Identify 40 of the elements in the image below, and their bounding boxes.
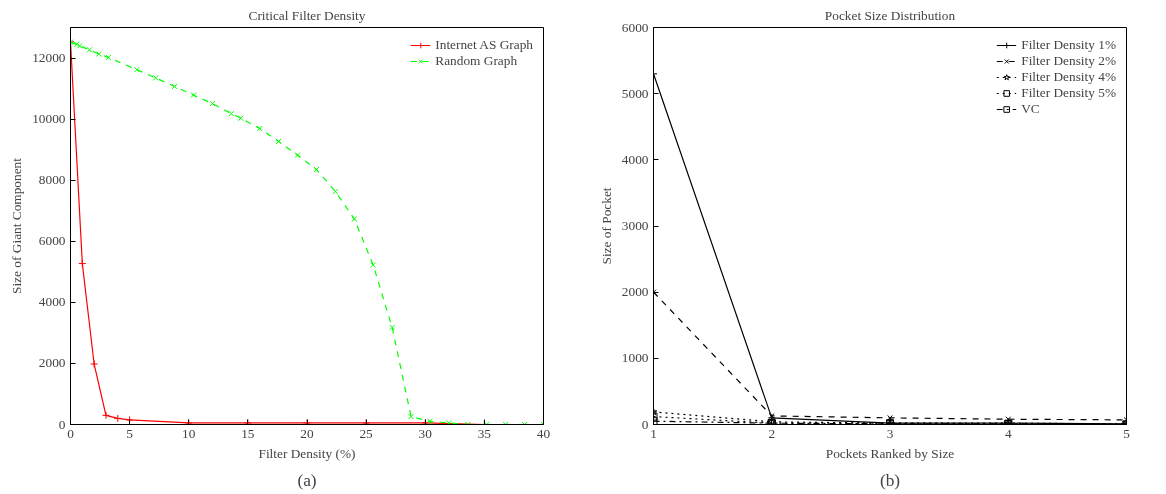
y-tick-label: 2000 bbox=[38, 355, 66, 371]
legend-label: Random Graph bbox=[435, 53, 518, 69]
x-tick-label: 4 bbox=[1004, 425, 1012, 441]
x-tick-label: 5 bbox=[1123, 425, 1131, 441]
y-tick-label: 12000 bbox=[32, 50, 66, 66]
text: (b) bbox=[879, 470, 901, 490]
x-tick-label: 40 bbox=[536, 425, 551, 441]
legend-label: Filter Density 4% bbox=[1021, 69, 1116, 85]
y-axis-title: Size of Giant Component bbox=[9, 157, 25, 294]
x-tick-label: 3 bbox=[886, 425, 894, 441]
legend-label: Filter Density 2% bbox=[1021, 53, 1116, 69]
y-axis-title: Size of Pocket bbox=[598, 187, 614, 265]
y-tick-label: 4000 bbox=[38, 294, 66, 310]
y-tick-label: 5000 bbox=[621, 85, 649, 101]
y-tick-label: 6000 bbox=[38, 233, 66, 249]
y-tick-label: 6000 bbox=[621, 19, 649, 35]
y-tick-label: 4000 bbox=[621, 151, 649, 167]
chart-title: Pocket Size Distribution bbox=[824, 7, 956, 23]
chart-title: Critical Filter Density bbox=[248, 7, 366, 23]
x-axis-title: Pockets Ranked by Size bbox=[825, 445, 955, 461]
legend-label: Filter Density 1% bbox=[1021, 37, 1116, 53]
text: (a) bbox=[297, 470, 317, 490]
x-tick-label: 30 bbox=[418, 425, 433, 441]
y-tick-label: 1000 bbox=[621, 350, 649, 366]
x-tick-label: 25 bbox=[359, 425, 374, 441]
x-tick-label: 10 bbox=[182, 425, 196, 441]
x-tick-label: 15 bbox=[241, 425, 255, 441]
legend-label: VC bbox=[1021, 101, 1041, 117]
y-tick-label: 8000 bbox=[38, 172, 66, 188]
y-tick-label: 2000 bbox=[621, 284, 649, 300]
y-tick-label: 10000 bbox=[32, 111, 66, 127]
legend-label: Internet AS Graph bbox=[435, 37, 533, 53]
x-tick-label: 35 bbox=[477, 425, 492, 441]
legend-label: Filter Density 5% bbox=[1021, 85, 1116, 101]
x-tick-label: 20 bbox=[300, 425, 314, 441]
x-tick-label: 5 bbox=[126, 425, 134, 441]
x-axis-title: Filter Density (%) bbox=[258, 445, 356, 461]
x-tick-label: 2 bbox=[768, 425, 776, 441]
y-tick-label: 3000 bbox=[621, 218, 649, 233]
x-tick-label: 1 bbox=[650, 425, 657, 441]
